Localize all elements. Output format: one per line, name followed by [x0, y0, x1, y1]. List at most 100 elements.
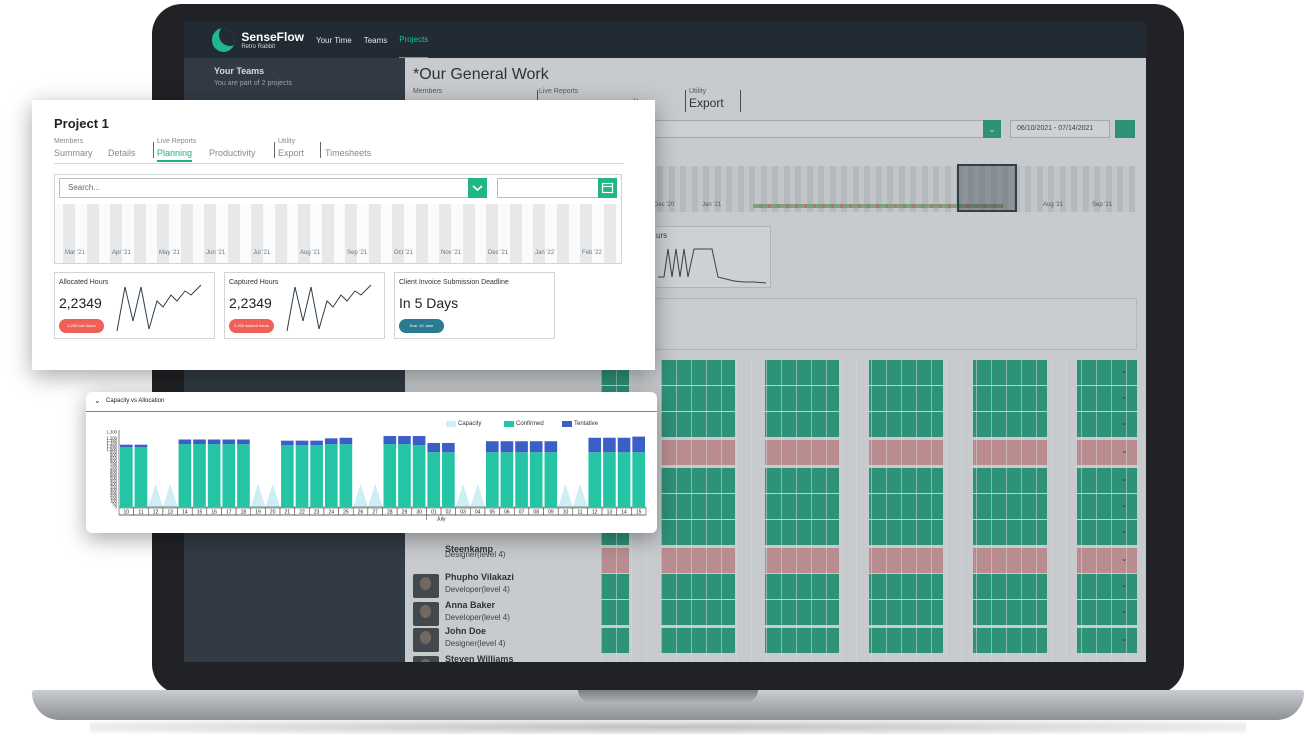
allocation-cell[interactable] — [661, 628, 735, 653]
chevron-down-icon[interactable]: ⌄ — [1121, 392, 1128, 401]
allocation-cell[interactable] — [601, 600, 629, 625]
allocation-cell[interactable] — [1077, 628, 1137, 653]
chevron-down-icon[interactable]: ⌄ — [1121, 554, 1128, 563]
allocation-cell[interactable] — [869, 574, 943, 599]
chevron-down-icon[interactable]: ⌄ — [1121, 526, 1128, 535]
timeline-selection-handle[interactable] — [957, 164, 1017, 212]
chevron-down-icon[interactable] — [468, 178, 487, 198]
tab-details[interactable]: Details — [108, 148, 136, 158]
allocation-cell[interactable] — [1077, 600, 1137, 625]
allocation-cell[interactable] — [601, 574, 629, 599]
x-tick-label: 13 — [607, 509, 613, 515]
allocation-cell[interactable] — [973, 494, 1047, 519]
allocation-cell[interactable] — [973, 628, 1047, 653]
tab-planning[interactable]: Planning — [157, 148, 193, 162]
allocation-cell[interactable] — [661, 440, 735, 465]
allocation-cell[interactable] — [973, 440, 1047, 465]
allocation-cell[interactable] — [869, 548, 943, 573]
search-input[interactable]: Search... — [59, 178, 487, 198]
list-item[interactable]: Phupho Vilakazi Developer(level 4) — [413, 572, 593, 599]
allocation-cell[interactable] — [765, 494, 839, 519]
allocation-cell[interactable] — [765, 600, 839, 625]
timeline-strip[interactable] — [653, 166, 1135, 212]
allocation-cell[interactable] — [601, 548, 629, 573]
allocation-cell[interactable] — [765, 548, 839, 573]
chevron-down-icon[interactable]: ⌄ — [1121, 418, 1128, 427]
allocation-cell[interactable] — [1077, 440, 1137, 465]
allocation-cell[interactable] — [1077, 468, 1137, 493]
tab-export[interactable]: Export — [278, 148, 305, 158]
allocation-cell[interactable] — [765, 440, 839, 465]
allocation-cell[interactable] — [973, 574, 1047, 599]
nav-projects[interactable]: Projects — [399, 22, 429, 58]
list-item[interactable]: John Doe Designer(level 4) — [413, 626, 593, 653]
calendar-icon[interactable] — [598, 178, 617, 198]
allocation-cell[interactable] — [765, 386, 839, 411]
allocation-cell[interactable] — [765, 412, 839, 437]
allocation-cell[interactable] — [765, 520, 839, 545]
nav-teams[interactable]: Teams — [363, 35, 388, 45]
allocation-cell[interactable] — [1077, 386, 1137, 411]
allocation-cell[interactable] — [973, 548, 1047, 573]
team-select[interactable] — [653, 120, 1001, 138]
list-item[interactable]: Steenkamp Designer(level 4) — [413, 544, 593, 571]
allocation-cell[interactable] — [869, 468, 943, 493]
capacity-card-header[interactable]: ⌄ Capacity vs Allocation — [86, 392, 657, 412]
tab-summary[interactable]: Summary — [54, 148, 93, 158]
chevron-down-icon[interactable]: ⌄ — [1121, 606, 1128, 615]
allocation-cell[interactable] — [765, 628, 839, 653]
allocation-cell[interactable] — [601, 628, 629, 653]
chevron-down-icon[interactable]: ⌄ — [1121, 500, 1128, 509]
calendar-icon[interactable] — [1115, 120, 1135, 138]
allocation-cell[interactable] — [661, 520, 735, 545]
allocation-cell[interactable] — [1077, 520, 1137, 545]
allocation-cell[interactable] — [661, 494, 735, 519]
chevron-down-icon[interactable]: ⌄ — [1121, 446, 1128, 455]
allocation-cell[interactable] — [1077, 548, 1137, 573]
allocation-cell[interactable] — [869, 360, 943, 385]
allocation-cell[interactable] — [869, 628, 943, 653]
tab-timesheets[interactable]: Timesheets — [325, 148, 372, 158]
allocation-cell[interactable] — [1077, 360, 1137, 385]
allocation-cell[interactable] — [973, 468, 1047, 493]
allocation-cell[interactable] — [973, 360, 1047, 385]
chevron-down-icon[interactable]: ⌄ — [1121, 366, 1128, 375]
tab-productivity[interactable]: Productivity — [209, 148, 256, 158]
allocation-cell[interactable] — [869, 386, 943, 411]
allocation-cell[interactable] — [765, 468, 839, 493]
list-item[interactable]: Anna Baker Developer(level 4) — [413, 600, 593, 627]
timeline-strip[interactable]: Mar '21 Apr '21 May '21 Jun '21 Jul '21 Aug '… — [55, 204, 621, 263]
list-item[interactable]: Steven Williams Developer(level 4) — [413, 654, 593, 662]
allocation-cell[interactable] — [661, 574, 735, 599]
allocation-cell[interactable] — [1077, 494, 1137, 519]
chevron-down-icon[interactable]: ⌄ — [1121, 580, 1128, 589]
grid-separator — [1096, 360, 1097, 662]
allocation-cell[interactable] — [869, 520, 943, 545]
allocation-cell[interactable] — [661, 548, 735, 573]
allocation-cell[interactable] — [869, 494, 943, 519]
nav-your-time[interactable]: Your Time — [316, 35, 352, 45]
allocation-cell[interactable] — [869, 600, 943, 625]
allocation-cell[interactable] — [869, 412, 943, 437]
date-range-field[interactable]: 06/10/2021 - 07/14/2021 — [1010, 120, 1110, 138]
allocation-cell[interactable] — [661, 360, 735, 385]
allocation-cell[interactable] — [973, 520, 1047, 545]
allocation-cell[interactable] — [1077, 574, 1137, 599]
allocation-cell[interactable] — [1077, 412, 1137, 437]
allocation-cell[interactable] — [661, 412, 735, 437]
allocation-cell[interactable] — [869, 440, 943, 465]
chevron-down-icon[interactable]: ⌄ — [1121, 474, 1128, 483]
chevron-down-icon[interactable]: ⌄ — [94, 396, 101, 405]
allocation-cell[interactable] — [661, 600, 735, 625]
tab-export[interactable]: Export — [689, 96, 724, 110]
chevron-down-icon[interactable]: ⌄ — [983, 120, 1001, 138]
allocation-cell[interactable] — [973, 600, 1047, 625]
allocation-cell[interactable] — [661, 468, 735, 493]
chevron-down-icon[interactable]: ⌄ — [1121, 634, 1128, 643]
allocation-cell[interactable] — [765, 360, 839, 385]
allocation-cell[interactable] — [973, 386, 1047, 411]
allocation-cell[interactable] — [973, 412, 1047, 437]
app-logo[interactable]: SenseFlow Retro Rabbit — [212, 28, 304, 52]
allocation-cell[interactable] — [661, 386, 735, 411]
allocation-cell[interactable] — [765, 574, 839, 599]
